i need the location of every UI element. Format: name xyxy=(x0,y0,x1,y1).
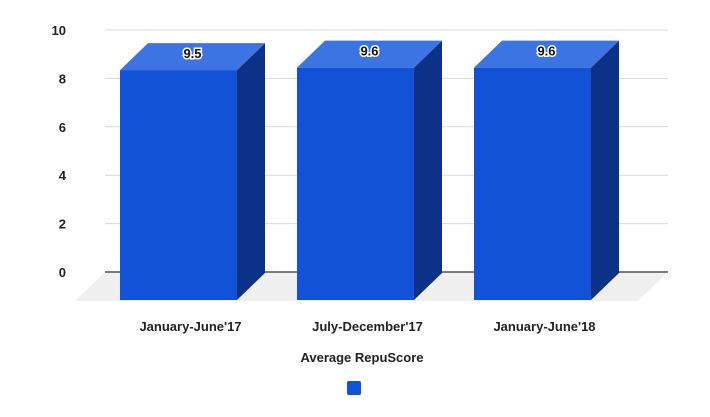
bar-front xyxy=(474,67,591,301)
x-axis-labels: January-June'17 July-December'17 January-J… xyxy=(139,319,595,334)
y-tick-label: 10 xyxy=(52,23,66,38)
y-tick-label: 0 xyxy=(59,265,66,280)
legend-swatch xyxy=(347,381,361,395)
bar xyxy=(474,40,619,301)
y-tick-label: 6 xyxy=(59,120,66,135)
bar-top xyxy=(297,40,442,68)
y-axis-ticks: 0 2 4 6 8 10 xyxy=(52,23,67,280)
data-label: 9.6 xyxy=(360,44,378,59)
bar-front xyxy=(120,70,237,300)
bar-side xyxy=(414,40,442,301)
bar-side xyxy=(591,40,619,301)
y-tick-label: 8 xyxy=(59,71,66,86)
bar xyxy=(297,40,442,301)
y-tick-label: 2 xyxy=(59,217,66,232)
bars xyxy=(120,40,619,301)
data-label: 9.5 xyxy=(183,46,201,61)
x-tick-label: January-June'18 xyxy=(493,319,595,334)
x-tick-label: July-December'17 xyxy=(312,319,423,334)
data-labels: 9.5 9.6 9.6 xyxy=(182,42,557,62)
bar xyxy=(120,43,265,300)
data-label: 9.6 xyxy=(537,44,555,59)
bar-front xyxy=(297,67,414,301)
bar-top xyxy=(474,40,619,68)
bar-side xyxy=(237,43,265,300)
x-tick-label: January-June'17 xyxy=(139,319,241,334)
y-tick-label: 4 xyxy=(59,168,67,183)
legend-label: Average RepuScore xyxy=(300,350,423,365)
bar-top xyxy=(120,43,265,71)
